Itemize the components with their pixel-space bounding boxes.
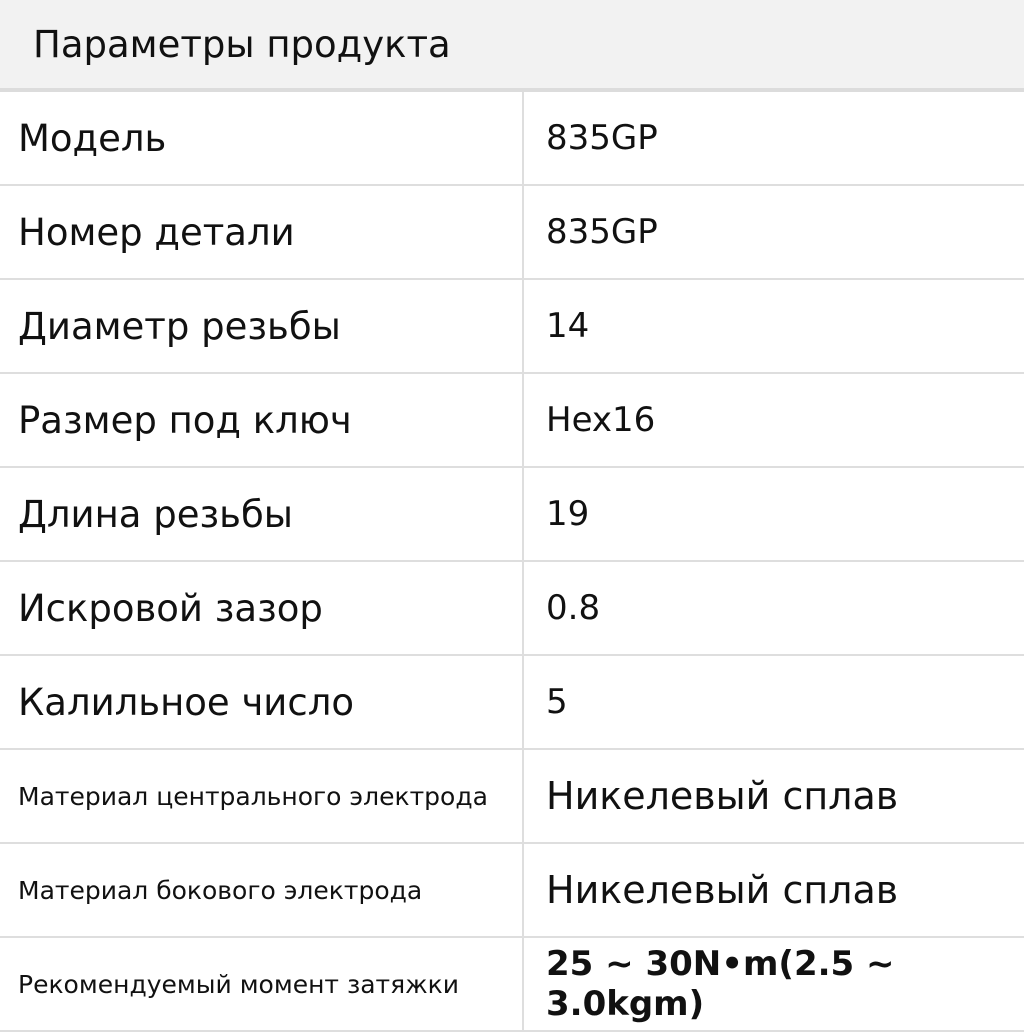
table-row: Размер под ключ Hex16 xyxy=(0,373,1024,468)
param-label: Материал центрального электрода xyxy=(0,749,524,844)
param-label: Модель xyxy=(0,92,524,186)
param-value: 5 xyxy=(523,655,1024,750)
param-label: Рекомендуемый момент затяжки xyxy=(0,937,524,1032)
table-row: Материал центрального электрода Никелевый… xyxy=(0,749,1024,844)
table-row: Рекомендуемый момент затяжки 25 ~ 30N•m(2… xyxy=(0,937,1024,1032)
param-value: Никелевый сплав xyxy=(523,749,1024,844)
table-row: Номер детали 835GP xyxy=(0,185,1024,280)
param-label: Материал бокового электрода xyxy=(0,843,524,938)
param-value: 25 ~ 30N•m(2.5 ~ 3.0kgm) xyxy=(523,937,1024,1032)
param-value: 835GP xyxy=(523,92,1024,186)
table-row: Модель 835GP xyxy=(0,92,1024,186)
param-value: Hex16 xyxy=(523,373,1024,468)
page-title: Параметры продукта xyxy=(33,22,451,66)
table-row: Длина резьбы 19 xyxy=(0,467,1024,562)
param-label: Номер детали xyxy=(0,185,524,280)
table-row: Искровой зазор 0.8 xyxy=(0,561,1024,656)
param-label: Искровой зазор xyxy=(0,561,524,656)
param-label: Длина резьбы xyxy=(0,467,524,562)
table-row: Калильное число 5 xyxy=(0,655,1024,750)
param-value: 0.8 xyxy=(523,561,1024,656)
param-label: Диаметр резьбы xyxy=(0,279,524,374)
param-value: 835GP xyxy=(523,185,1024,280)
table-row: Диаметр резьбы 14 xyxy=(0,279,1024,374)
table-row: Материал бокового электрода Никелевый спл… xyxy=(0,843,1024,938)
table-header: Параметры продукта xyxy=(0,0,1024,92)
param-value: 14 xyxy=(523,279,1024,374)
product-parameters-table: Модель 835GP Номер детали 835GP Диаметр ре… xyxy=(0,92,1024,1032)
param-label: Калильное число xyxy=(0,655,524,750)
param-value: Никелевый сплав xyxy=(523,843,1024,938)
param-label: Размер под ключ xyxy=(0,373,524,468)
param-value: 19 xyxy=(523,467,1024,562)
